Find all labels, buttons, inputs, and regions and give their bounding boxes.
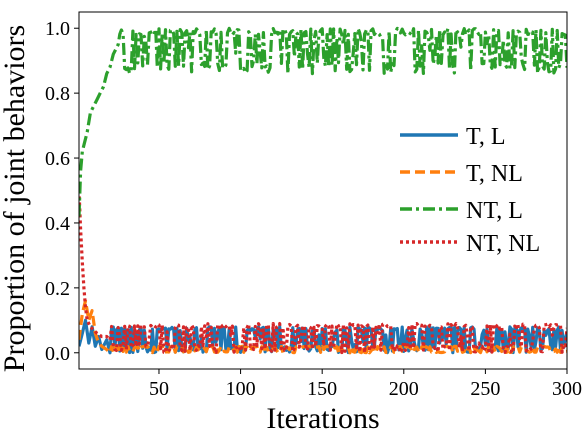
y-tick-label: 0.0 [45, 343, 70, 365]
y-axis-label: Proportion of joint behaviors [0, 25, 31, 372]
x-tick-label: 150 [307, 378, 337, 400]
series-layer [79, 26, 567, 355]
legend: T, L T, NL NT, L NT, NL [400, 124, 540, 257]
legend-label: NT, NL [466, 231, 540, 257]
y-tick-label: 0.4 [45, 213, 70, 235]
y-tick-label: 0.8 [45, 83, 70, 105]
y-tick-label: 0.2 [45, 278, 70, 300]
x-axis-label: Iterations [266, 402, 379, 431]
legend-label: NT, L [466, 198, 523, 224]
series-line-t-nl [79, 299, 567, 355]
series-line-nt-l [79, 26, 567, 217]
legend-label: T, NL [466, 161, 523, 187]
series-line-nt-nl [79, 190, 567, 355]
legend-label: T, L [466, 124, 506, 150]
x-tick-label: 250 [470, 378, 500, 400]
y-axis: 0.0 0.2 0.4 0.6 0.8 1.0 [45, 18, 79, 365]
y-tick-label: 0.6 [45, 148, 70, 170]
plot-frame [78, 11, 568, 370]
x-tick-label: 200 [389, 378, 419, 400]
x-tick-label: 100 [226, 378, 256, 400]
x-tick-label: 300 [552, 378, 582, 400]
x-tick-label: 50 [149, 378, 169, 400]
y-tick-label: 1.0 [45, 18, 70, 40]
x-axis: 50 100 150 200 250 300 [149, 369, 582, 400]
